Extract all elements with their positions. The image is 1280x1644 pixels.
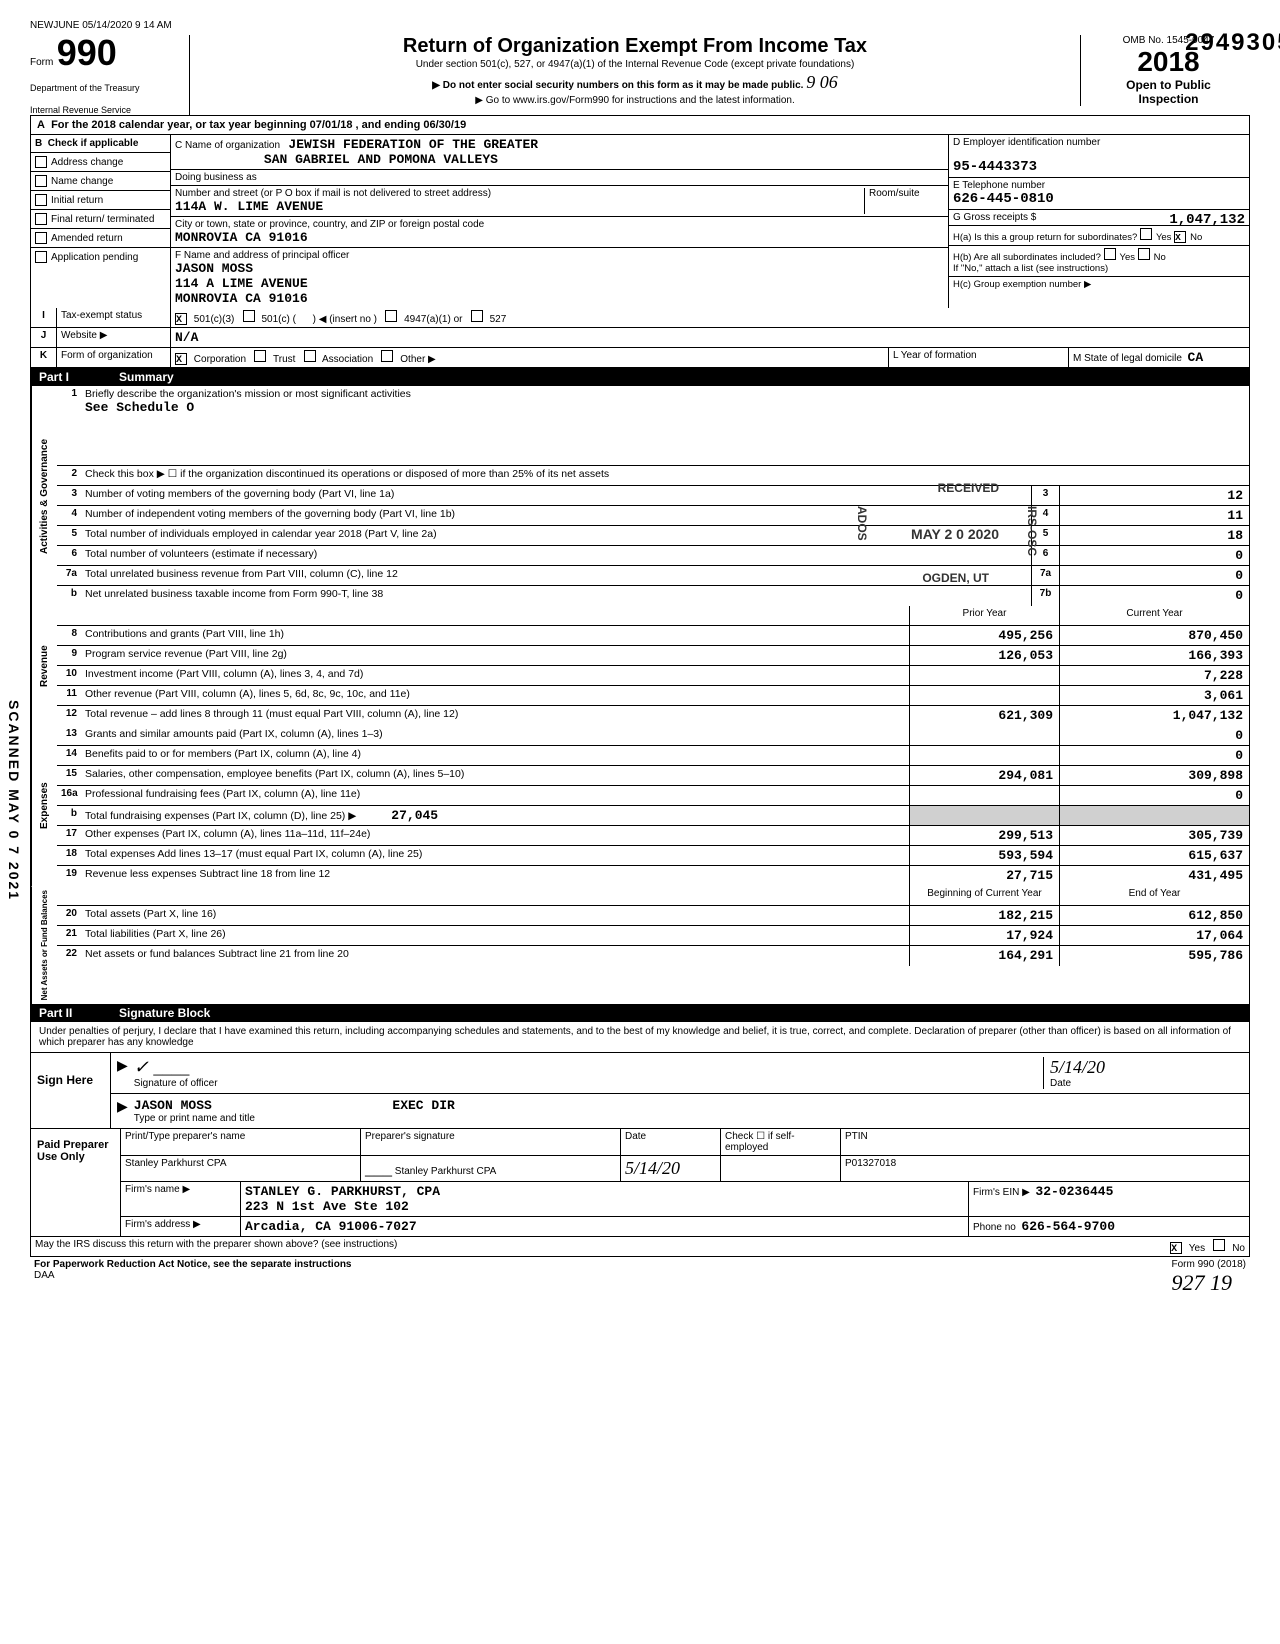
form-title: Return of Organization Exempt From Incom… (198, 35, 1072, 58)
form-sub2: ▶ Do not enter social security numbers o… (198, 71, 1072, 94)
side-revenue: Revenue (31, 606, 57, 726)
timestamp: NEWJUNE 05/14/2020 9 14 AM (30, 20, 1250, 31)
side-activities: Activities & Governance (31, 386, 57, 606)
form-number-box: Form 990 Department of the Treasury Inte… (30, 35, 190, 115)
check-address-change[interactable] (35, 156, 47, 168)
dept-irs: Internal Revenue Service (30, 105, 183, 115)
check-initial-return[interactable] (35, 194, 47, 206)
pra-notice: For Paperwork Reduction Act Notice, see … (34, 1259, 352, 1270)
side-expenses: Expenses (31, 726, 57, 886)
form-org-label: Form of organization (57, 348, 171, 367)
sig-declaration: Under penalties of perjury, I declare th… (31, 1022, 1249, 1052)
website-label: Website ▶ (57, 328, 171, 347)
header-center: Return of Organization Exempt From Incom… (190, 35, 1080, 107)
side-net-assets: Net Assets or Fund Balances (31, 886, 57, 1004)
check-app-pending[interactable] (35, 251, 47, 263)
part2-header: Part IISignature Block (31, 1004, 1249, 1022)
discuss-question: May the IRS discuss this return with the… (35, 1239, 397, 1254)
row-i-label: I (31, 308, 57, 327)
state-domicile: M State of legal domicile CA (1069, 348, 1249, 367)
open-public2: Inspection (1087, 92, 1250, 106)
scanned-stamp: SCANNED MAY 0 7 2021 (6, 700, 22, 901)
form-sub3: ▶ Go to www.irs.gov/Form990 for instruct… (198, 94, 1072, 107)
form-footer: Form 990 (2018)927 19 (1172, 1259, 1246, 1296)
year-formation: L Year of formation (889, 348, 1069, 367)
tax-exempt-opts: X 501(c)(3) 501(c) ( ) ◀ (insert no ) 49… (171, 308, 1249, 327)
form-org-opts: X Corporation Trust Association Other ▶ (171, 348, 889, 367)
form-label: Form (30, 57, 53, 68)
section-d: D Employer identification number95-44433… (949, 135, 1249, 308)
website-val: N/A (171, 328, 1249, 347)
sign-here-label: Sign Here (31, 1053, 111, 1128)
part1-header: Part ISummary (31, 368, 1249, 386)
row-j-label: J (31, 328, 57, 347)
section-c: C Name of organization JEWISH FEDERATION… (171, 135, 949, 308)
paid-preparer-label: Paid Preparer Use Only (31, 1129, 121, 1236)
form-sub1: Under section 501(c), 527, or 4947(a)(1)… (198, 58, 1072, 71)
form-990: 990 (57, 32, 117, 73)
dept-treasury: Department of the Treasury (30, 83, 183, 93)
check-amended[interactable] (35, 232, 47, 244)
section-a: A For the 2018 calendar year, or tax yea… (31, 116, 1249, 134)
tax-exempt-label: Tax-exempt status (57, 308, 171, 327)
discuss-answer: X Yes No (1170, 1239, 1245, 1254)
section-b-checks: B Check if applicable Address change Nam… (31, 135, 171, 308)
row-k-label: K (31, 348, 57, 367)
open-public1: Open to Public (1087, 78, 1250, 92)
check-final-return[interactable] (35, 213, 47, 225)
overlay-number: 29493051418131 (1185, 29, 1280, 57)
check-name-change[interactable] (35, 175, 47, 187)
